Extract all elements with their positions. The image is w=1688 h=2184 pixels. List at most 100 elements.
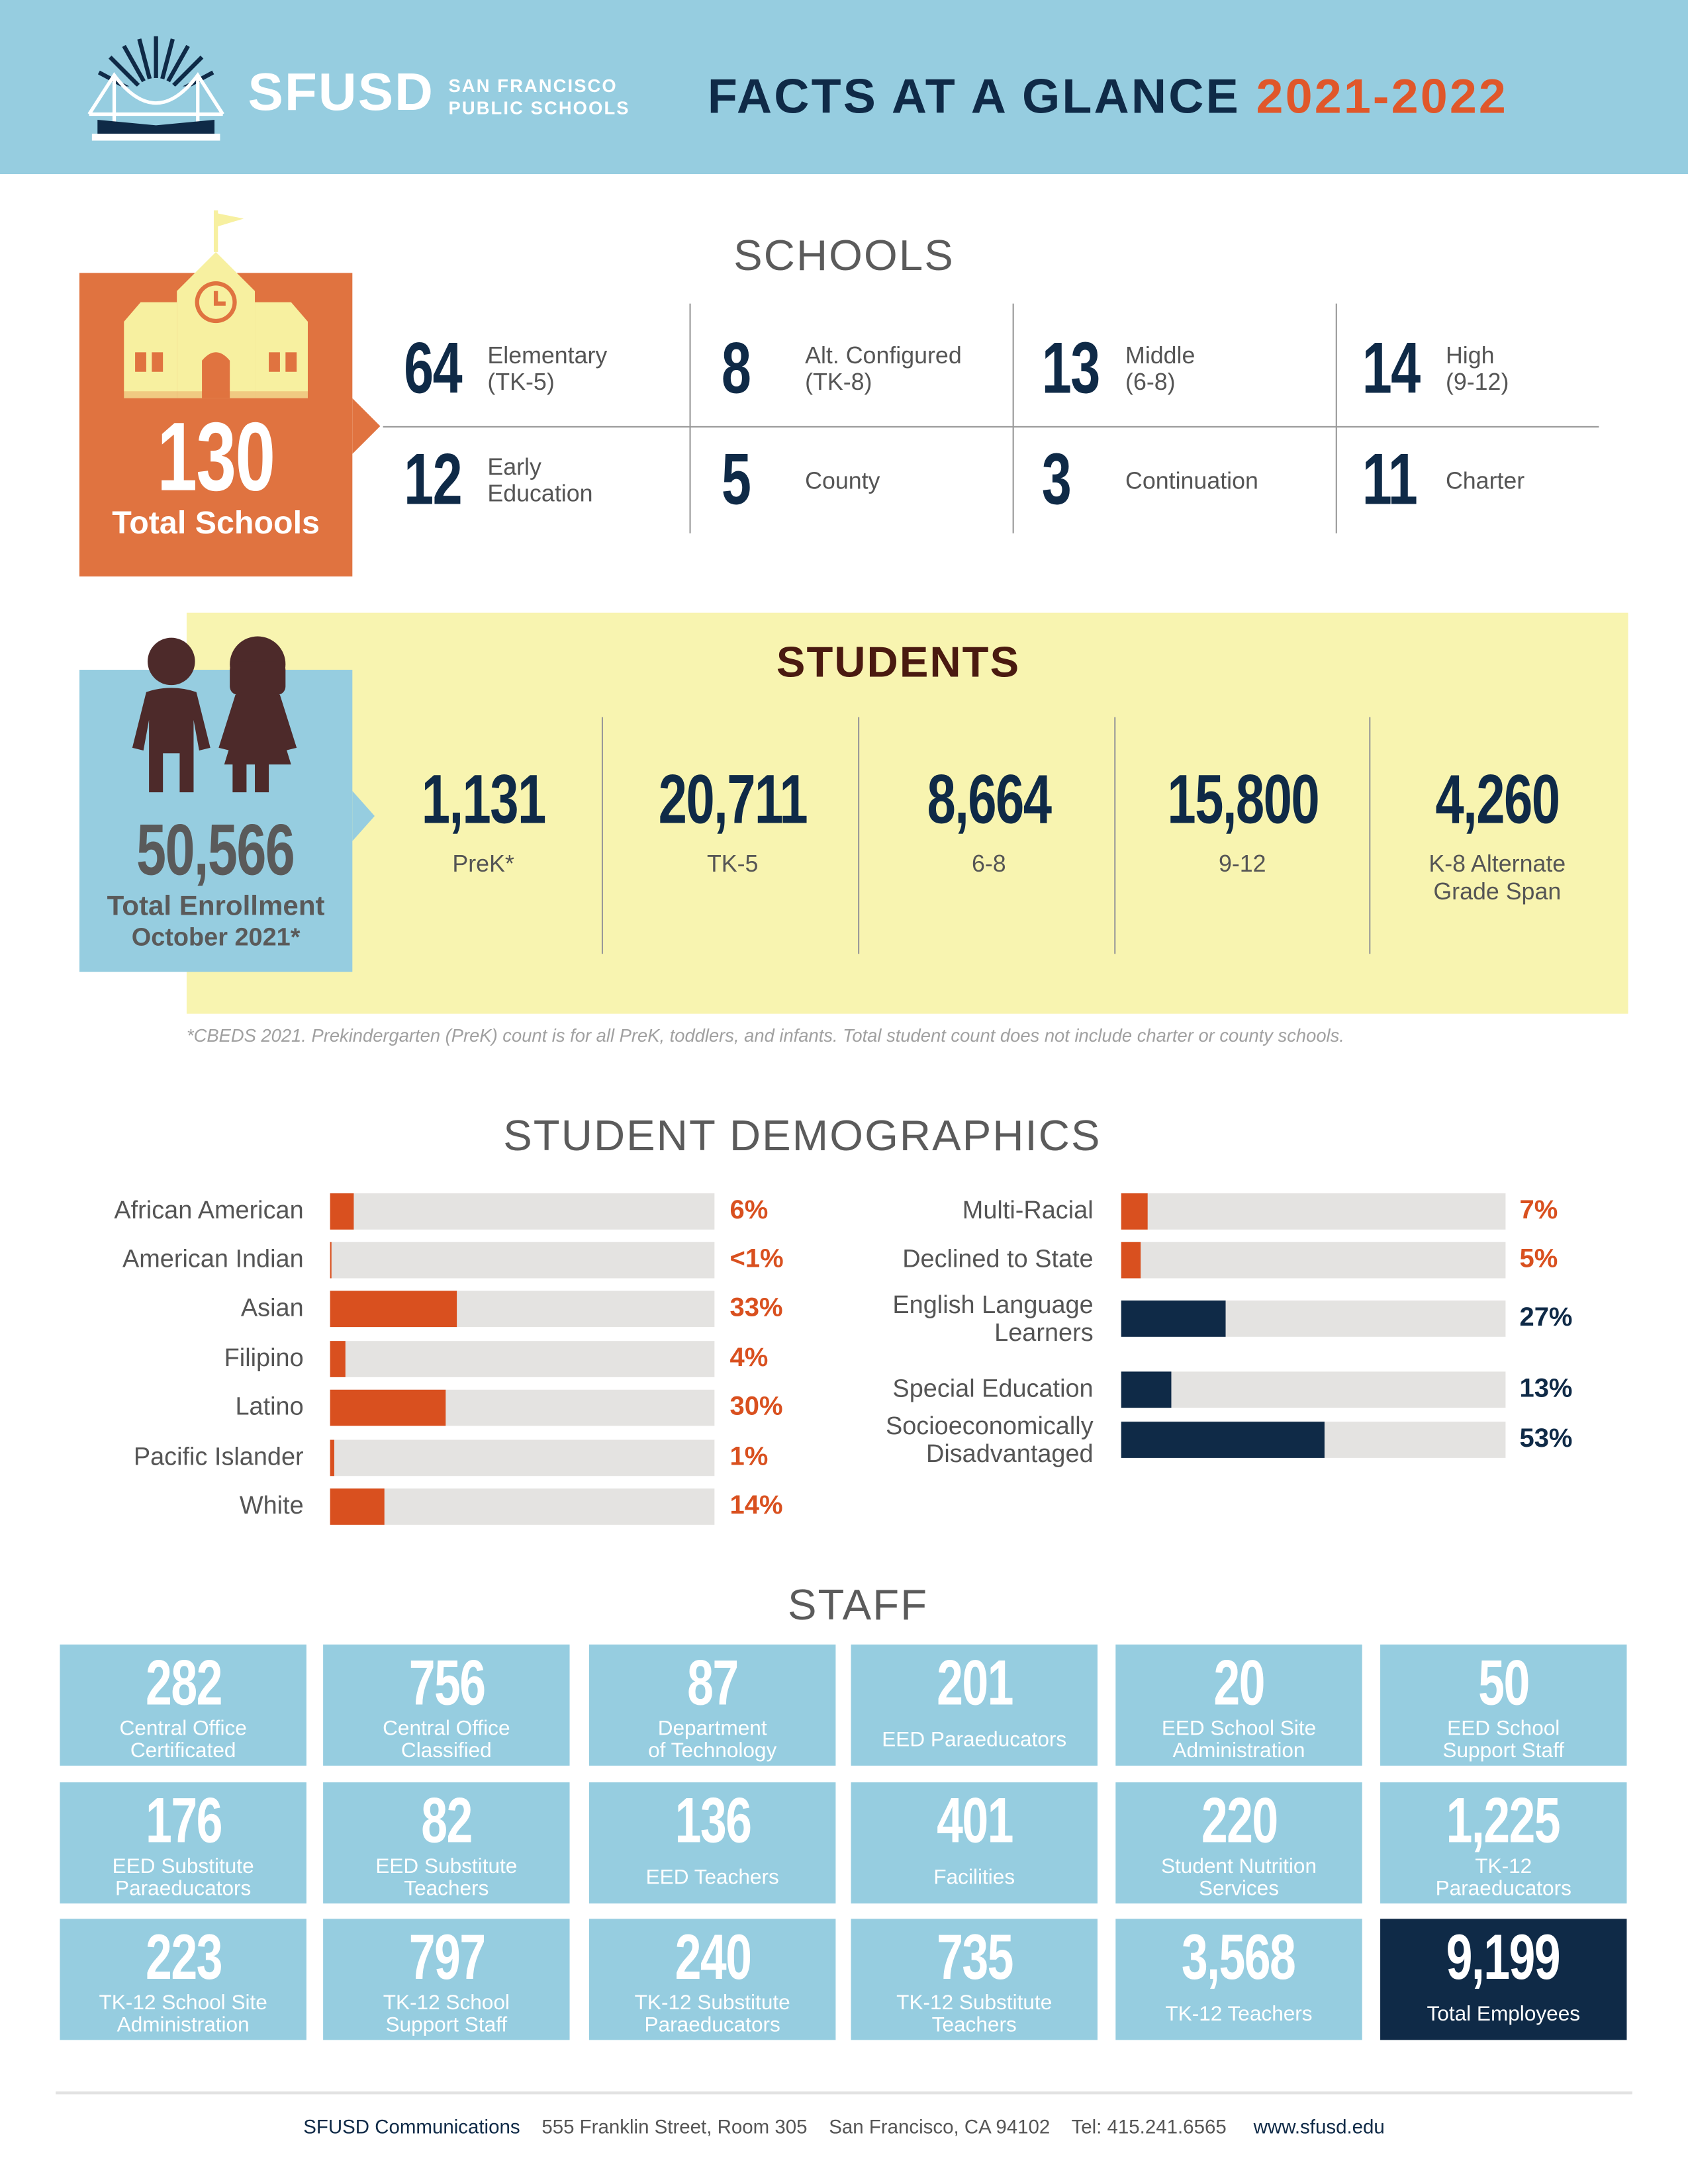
demographic-bar-fill xyxy=(1121,1193,1149,1230)
staff-count-text: 82 xyxy=(421,1784,473,1856)
school-type-item: 64 Elementary (TK-5) xyxy=(404,320,607,418)
school-type-count-text: 11 xyxy=(1362,439,1418,521)
school-type-count: 12 xyxy=(404,439,487,522)
staff-count: 223 xyxy=(60,1922,306,1991)
school-type-count-text: 8 xyxy=(721,328,751,410)
divider xyxy=(1369,717,1371,954)
demographic-label: White xyxy=(239,1491,304,1520)
enrollment-item: 8,664 6-8 xyxy=(861,759,1117,879)
demographic-percent: 14% xyxy=(729,1491,783,1521)
staff-count-text: 87 xyxy=(686,1645,739,1719)
demographic-bar-track xyxy=(330,1193,715,1230)
demographic-bar-fill xyxy=(330,1193,353,1230)
staff-role-label: Facilities xyxy=(933,1866,1015,1890)
staff-tile: 756 Central Office Classified xyxy=(323,1644,570,1766)
students-title: STUDENTS xyxy=(776,637,1021,687)
footer-city: San Francisco, CA 94102 xyxy=(829,2115,1051,2138)
school-type-count-text: 13 xyxy=(1041,328,1100,410)
enrollment-count: 8,664 xyxy=(861,759,1117,840)
staff-tile: 735 TK-12 Substitute Teachers xyxy=(851,1919,1098,2040)
school-type-count: 13 xyxy=(1042,327,1125,410)
enrollment-count-text: 8,664 xyxy=(927,760,1052,839)
demographic-bar-fill xyxy=(330,1439,334,1477)
enrollment-date-label: October 2021* xyxy=(131,923,301,952)
demographic-label: American Indian xyxy=(122,1244,304,1273)
total-schools-box: 130 Total Schools xyxy=(79,210,353,577)
staff-role-label: TK-12 School Site Administration xyxy=(99,1991,267,2038)
staff-tile: 797 TK-12 School Support Staff xyxy=(323,1919,570,2040)
staff-tile: 50 EED School Support Staff xyxy=(1380,1644,1627,1766)
school-type-count-text: 14 xyxy=(1362,328,1421,410)
staff-tile: 20 EED School Site Administration xyxy=(1115,1644,1362,1766)
logo-subtitle-1: SAN FRANCISCO xyxy=(448,75,618,97)
staff-tile: 136 EED Teachers xyxy=(588,1782,836,1904)
demographic-bar-fill xyxy=(1121,1300,1225,1337)
staff-role-label: TK-12 School Support Staff xyxy=(383,1991,510,2038)
school-type-count: 64 xyxy=(404,327,487,410)
divider xyxy=(689,303,691,533)
demographic-bar-track xyxy=(330,1291,715,1328)
enrollment-count-text: 1,131 xyxy=(421,760,547,839)
staff-count-text: 50 xyxy=(1477,1645,1530,1719)
demographic-bar-track xyxy=(330,1488,715,1525)
school-type-item: 3 Continuation xyxy=(1042,432,1258,529)
staff-count-text: 3,568 xyxy=(1182,1920,1297,1993)
staff-count: 735 xyxy=(851,1922,1098,1991)
page-title-year: 2021-2022 xyxy=(1256,69,1509,124)
staff-tile: 82 EED Substitute Teachers xyxy=(323,1782,570,1904)
school-type-count-text: 3 xyxy=(1041,439,1072,521)
demographic-bar-fill xyxy=(330,1291,457,1328)
school-type-label: Middle (6-8) xyxy=(1125,342,1196,396)
demographic-label: English Language Learners xyxy=(892,1291,1094,1347)
enrollment-count: 20,711 xyxy=(604,759,861,840)
demographic-label: Pacific Islander xyxy=(133,1442,304,1471)
staff-count: 282 xyxy=(60,1647,306,1717)
enrollment-count: 15,800 xyxy=(1114,759,1370,840)
school-type-item: 8 Alt. Configured (TK-8) xyxy=(722,320,962,418)
staff-role-label: EED Substitute Paraeducators xyxy=(112,1854,254,1901)
staff-role-label: EED Teachers xyxy=(645,1866,779,1890)
footer-divider xyxy=(56,2091,1632,2095)
total-employees-tile: 9,199 Total Employees xyxy=(1380,1919,1627,2040)
school-type-label: High (9-12) xyxy=(1445,342,1509,396)
footer-phone: Tel: 415.241.6565 xyxy=(1071,2115,1227,2138)
staff-role-label: TK-12 Paraeducators xyxy=(1435,1854,1571,1901)
enrollment-item: 1,131 PreK* xyxy=(365,759,602,879)
arrow-pointer-icon xyxy=(352,791,375,841)
staff-count-text: 240 xyxy=(674,1920,751,1993)
school-type-count-text: 5 xyxy=(721,439,751,521)
staff-count: 9,199 xyxy=(1380,1922,1626,1991)
demographic-percent: <1% xyxy=(729,1244,784,1275)
enrollment-grade-label: TK-5 xyxy=(706,850,759,878)
logo-subtitle-2: PUBLIC SCHOOLS xyxy=(448,97,630,118)
staff-tile: 401 Facilities xyxy=(851,1782,1098,1904)
demographic-bar-fill xyxy=(330,1488,384,1525)
enrollment-count-text: 15,800 xyxy=(1166,760,1319,839)
staff-role-label: TK-12 Teachers xyxy=(1165,2002,1313,2026)
footer: SFUSD Communications 555 Franklin Street… xyxy=(0,2115,1688,2138)
staff-count: 240 xyxy=(589,1922,835,1991)
staff-count-text: 176 xyxy=(145,1784,222,1856)
students-footnote: *CBEDS 2021. Prekindergarten (PreK) coun… xyxy=(186,1024,1344,1046)
school-type-item: 11 Charter xyxy=(1362,432,1525,529)
footer-website-link[interactable]: www.sfusd.edu xyxy=(1253,2115,1385,2138)
demographic-label: Latino xyxy=(235,1392,304,1421)
staff-tile: 223 TK-12 School Site Administration xyxy=(60,1919,306,2040)
staff-count: 87 xyxy=(589,1647,835,1717)
divider xyxy=(858,717,860,954)
staff-count: 797 xyxy=(323,1922,569,1991)
demographics-title: STUDENT DEMOGRAPHICS xyxy=(503,1111,1102,1160)
staff-count: 50 xyxy=(1380,1647,1626,1717)
staff-role-label: Central Office Classified xyxy=(383,1717,510,1763)
demographic-label: Multi-Racial xyxy=(962,1196,1094,1224)
school-type-count-text: 12 xyxy=(404,439,462,521)
staff-count-text: 797 xyxy=(408,1920,485,1993)
demographic-percent: 7% xyxy=(1519,1196,1558,1226)
header-banner: SFUSD SAN FRANCISCO PUBLIC SCHOOLS FACTS… xyxy=(0,0,1688,174)
staff-role-label: EED School Site Administration xyxy=(1161,1717,1317,1763)
enrollment-count-text: 4,260 xyxy=(1435,760,1560,839)
school-type-count: 8 xyxy=(722,327,805,410)
enrollment-grade-label: K-8 Alternate Grade Span xyxy=(1429,850,1566,905)
logo-wordmark: SFUSD xyxy=(248,64,435,123)
